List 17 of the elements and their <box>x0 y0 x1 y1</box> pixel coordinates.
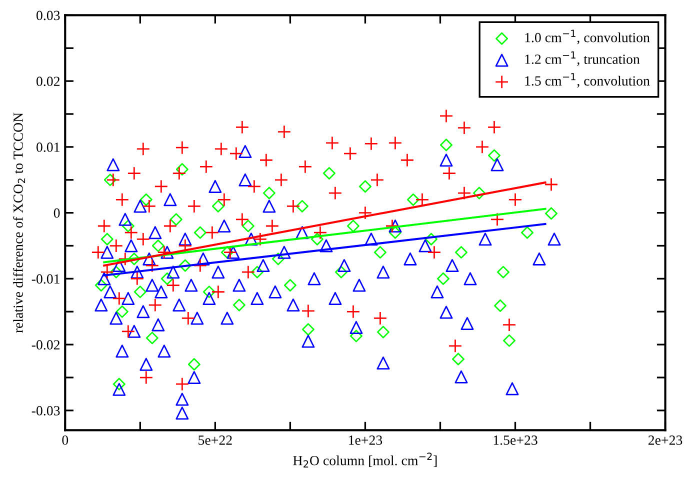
legend-label: 1.0 cm$^{−1}$, convolution <box>525 30 650 44</box>
x-tick-label: 1.5e+23 <box>494 436 538 445</box>
y-tick-label: 0.03 <box>36 10 60 20</box>
legend-label: 1.2 cm$^{−1}$, truncation <box>525 51 640 66</box>
y-axis-title: relative difference of XCO$_{2}$ to TCCON <box>12 112 26 333</box>
y-tick-label: 0.01 <box>36 142 60 152</box>
y-tick-label: -0.01 <box>32 274 60 284</box>
x-axis-title: H$_{2}$O column [mol. cm$^{−2}$] <box>293 452 437 468</box>
y-tick-label: 0 <box>54 208 60 218</box>
y-tick-label: -0.02 <box>32 340 60 350</box>
x-tick-label: 2e+23 <box>648 436 682 445</box>
x-tick-label: 0 <box>62 435 68 445</box>
legend-label: 1.5 cm$^{−1}$, convolution <box>525 73 650 88</box>
y-tick-label: 0.02 <box>36 76 60 86</box>
y-tick-label: -0.03 <box>32 406 60 416</box>
x-tick-label: 1e+23 <box>349 436 382 445</box>
x-tick-label: 5e+22 <box>198 436 232 445</box>
